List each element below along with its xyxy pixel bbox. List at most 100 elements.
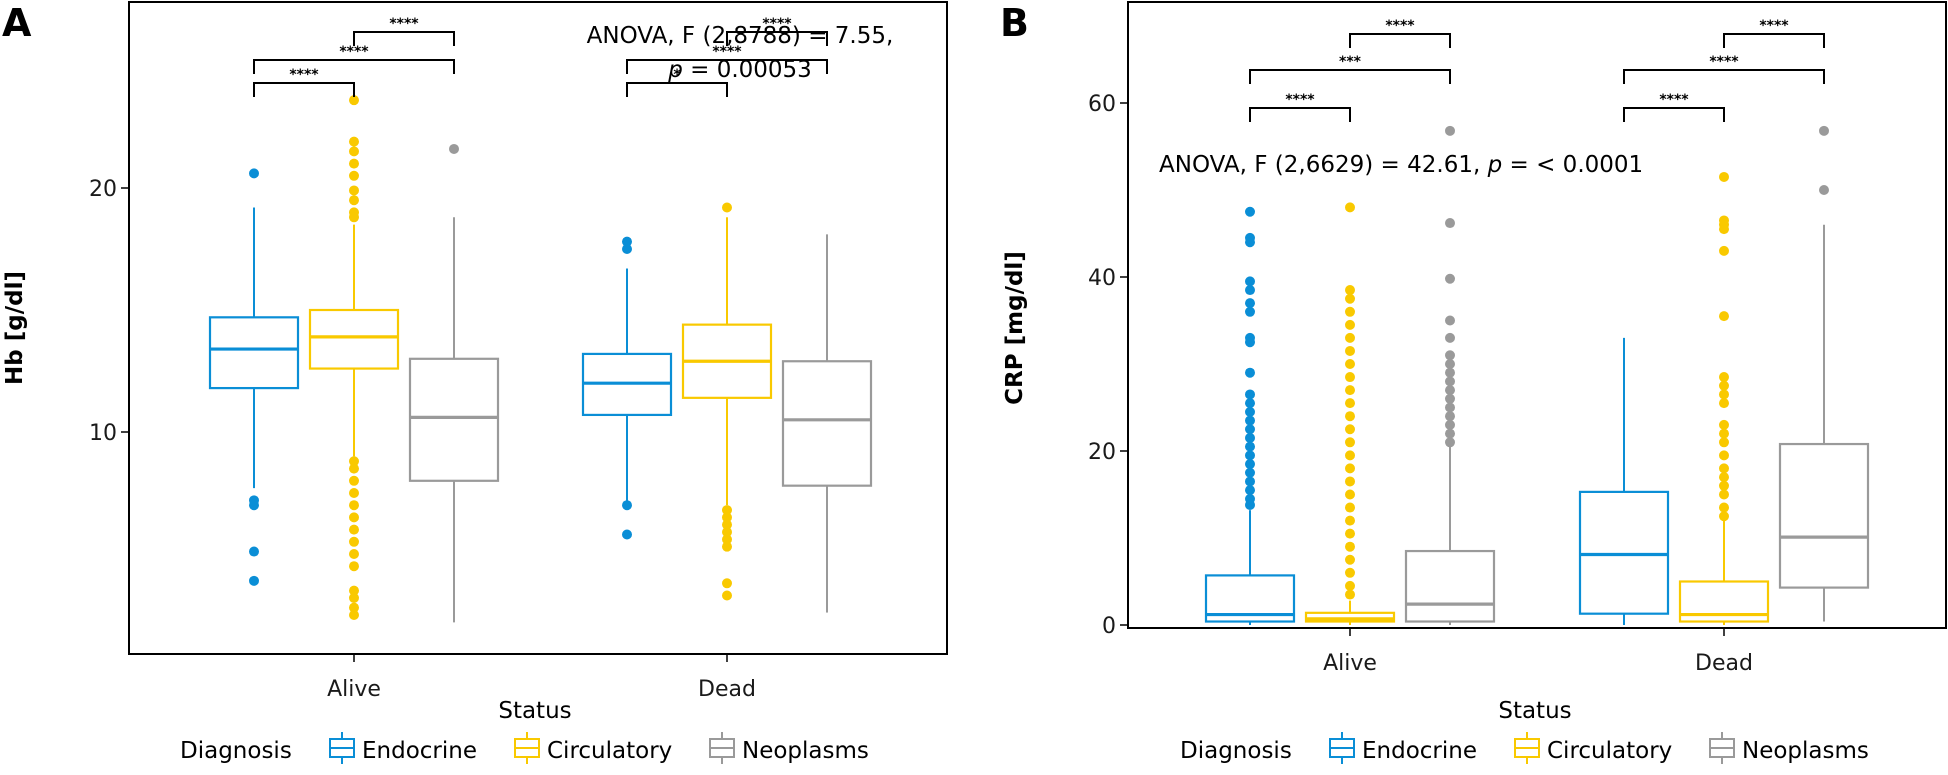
outlier-point bbox=[1245, 467, 1255, 478]
bracket-line bbox=[1623, 69, 1825, 84]
bracket-line bbox=[1623, 107, 1725, 122]
outlier-point bbox=[1719, 428, 1729, 439]
outlier-point bbox=[1245, 367, 1255, 378]
outlier-point bbox=[1445, 367, 1455, 378]
boxplot-alive-neoplasms bbox=[1404, 125, 1496, 625]
outlier-point bbox=[349, 463, 359, 474]
significance-bracket: **** bbox=[353, 16, 455, 46]
outlier-point bbox=[722, 541, 732, 552]
plot-frame-b bbox=[1127, 1, 1947, 629]
boxplot-dead-neoplasms bbox=[1778, 125, 1870, 622]
outlier-point bbox=[1245, 485, 1255, 496]
boxplot-alive-endocrine bbox=[208, 168, 300, 586]
outlier-point bbox=[349, 524, 359, 535]
outlier-point bbox=[1345, 528, 1355, 539]
legend-b: Diagnosis Endocrine Circulatory Neoplasms bbox=[1180, 732, 1869, 764]
outlier-point bbox=[1445, 315, 1455, 326]
boxes-b bbox=[1204, 125, 1870, 625]
box-iqr bbox=[1304, 611, 1396, 623]
x-axis-title-a: Status bbox=[498, 698, 571, 724]
panel-label-a: A bbox=[2, 1, 32, 45]
significance-label: *** bbox=[1339, 54, 1362, 70]
y-axis-title-a: Hb [g/dl] bbox=[2, 271, 28, 385]
outlier-point bbox=[1719, 419, 1729, 430]
outlier-point bbox=[622, 500, 632, 511]
outlier-point bbox=[1445, 428, 1455, 439]
y-axis-title-b: CRP [mg/dl] bbox=[1002, 251, 1028, 405]
boxplot-dead-endocrine bbox=[1578, 337, 1670, 625]
outlier-point bbox=[1445, 273, 1455, 284]
outlier-point bbox=[1245, 206, 1255, 217]
outlier-point bbox=[349, 536, 359, 547]
outlier-point bbox=[349, 95, 359, 106]
boxplot-dead-circulatory bbox=[1678, 171, 1770, 625]
outlier-point bbox=[249, 575, 259, 586]
outlier-point bbox=[1245, 476, 1255, 487]
outlier-point bbox=[1345, 306, 1355, 317]
box-iqr bbox=[208, 316, 300, 390]
x-tick-label: Alive bbox=[1323, 651, 1377, 676]
significance-bracket: *** bbox=[1249, 54, 1451, 84]
bracket-line bbox=[1349, 33, 1451, 48]
outlier-point bbox=[349, 585, 359, 596]
outlier-point bbox=[622, 236, 632, 247]
legend-item-endocrine: Endocrine bbox=[1329, 732, 1477, 764]
outlier-point bbox=[1245, 398, 1255, 409]
legend-label: Neoplasms bbox=[1742, 738, 1869, 764]
outlier-point bbox=[1345, 463, 1355, 474]
outlier-point bbox=[722, 512, 732, 523]
outlier-point bbox=[1345, 319, 1355, 330]
outlier-point bbox=[349, 456, 359, 467]
outlier-point bbox=[349, 561, 359, 572]
box-iqr bbox=[1578, 490, 1670, 615]
boxplot-alive-endocrine bbox=[1204, 206, 1296, 625]
outlier-point bbox=[1345, 285, 1355, 296]
outlier-point bbox=[722, 590, 732, 601]
boxes-a bbox=[208, 95, 873, 623]
outlier-point bbox=[349, 136, 359, 147]
significance-label: **** bbox=[1659, 92, 1689, 108]
outlier-point bbox=[1719, 171, 1729, 182]
outlier-point bbox=[1345, 450, 1355, 461]
bracket-line bbox=[1723, 33, 1825, 48]
bracket-line bbox=[626, 82, 728, 97]
outlier-point bbox=[349, 549, 359, 559]
y-tick-label: 20 bbox=[1088, 440, 1116, 465]
significance-bracket: **** bbox=[726, 16, 828, 46]
significance-bracket: **** bbox=[1349, 18, 1451, 48]
significance-bracket: * bbox=[626, 67, 728, 97]
bracket-line bbox=[1249, 69, 1451, 84]
outlier-point bbox=[1445, 437, 1455, 448]
legend-title: Diagnosis bbox=[1180, 738, 1292, 764]
significance-brackets-b: *********************** bbox=[1249, 18, 1825, 122]
outlier-point bbox=[1245, 415, 1255, 426]
panel-label-b: B bbox=[1000, 1, 1029, 45]
significance-label: **** bbox=[289, 67, 319, 83]
outlier-point bbox=[1819, 125, 1829, 136]
legend-label: Circulatory bbox=[547, 738, 672, 764]
bracket-line bbox=[253, 82, 355, 97]
y-tick-label: 20 bbox=[89, 177, 117, 202]
outlier-point bbox=[1445, 402, 1455, 413]
outlier-point bbox=[1445, 376, 1455, 387]
outlier-point bbox=[1245, 424, 1255, 435]
legend-item-neoplasms: Neoplasms bbox=[1709, 732, 1869, 764]
x-tick-label: Alive bbox=[327, 677, 381, 702]
outlier-point bbox=[1719, 511, 1729, 522]
outlier-point bbox=[349, 146, 359, 157]
outlier-point bbox=[1345, 580, 1355, 591]
outlier-point bbox=[1245, 459, 1255, 470]
outlier-point bbox=[249, 168, 259, 179]
outlier-point bbox=[1245, 237, 1255, 248]
significance-label: **** bbox=[1385, 18, 1415, 34]
outlier-point bbox=[1245, 306, 1255, 317]
outlier-point bbox=[1245, 432, 1255, 443]
legend-item-circulatory: Circulatory bbox=[1514, 732, 1672, 764]
significance-label: **** bbox=[1709, 54, 1739, 70]
outlier-point bbox=[349, 500, 359, 511]
outlier-point bbox=[1245, 441, 1255, 452]
outlier-point bbox=[1345, 332, 1355, 343]
